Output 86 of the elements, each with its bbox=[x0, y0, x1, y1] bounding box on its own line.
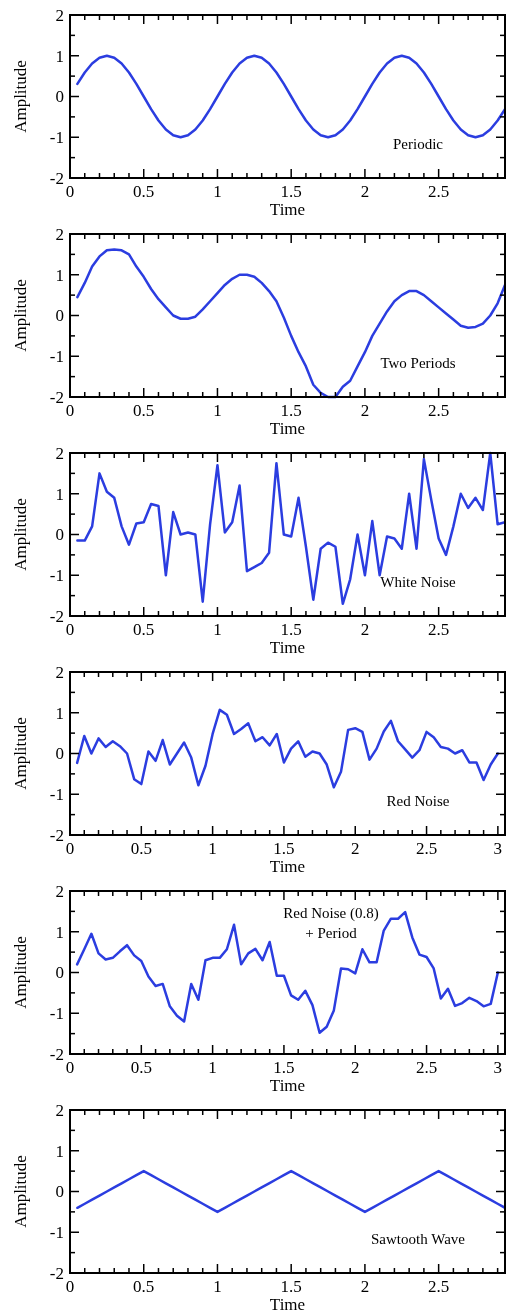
x-tick-label: 2 bbox=[360, 401, 370, 420]
annotation: Periodic bbox=[393, 136, 444, 153]
y-tick-label: 0 bbox=[55, 963, 64, 983]
x-tick-label: 0.5 bbox=[133, 620, 155, 639]
y-tick-label: 2 bbox=[55, 5, 64, 25]
x-tick-label: 0.5 bbox=[130, 839, 152, 858]
x-axis-title: Time bbox=[269, 857, 306, 876]
x-tick-label: 2.5 bbox=[428, 1277, 450, 1296]
y-tick-label: 1 bbox=[55, 484, 64, 504]
y-tick-label: -1 bbox=[49, 785, 64, 805]
y-tick-label: 1 bbox=[55, 703, 64, 723]
x-axis-title: Time bbox=[269, 1295, 306, 1314]
y-tick-label: 2 bbox=[55, 443, 64, 463]
y-axis-title: Amplitude bbox=[11, 936, 30, 1009]
x-tick-label: 1.5 bbox=[280, 401, 302, 420]
x-tick-label: 1 bbox=[213, 620, 222, 639]
x-tick-label: 1 bbox=[213, 182, 222, 201]
y-tick-label: -1 bbox=[49, 347, 64, 367]
y-tick-label: 1 bbox=[55, 46, 64, 66]
y-tick-label: -2 bbox=[49, 1044, 64, 1064]
line-series bbox=[75, 708, 500, 789]
line-series bbox=[76, 1169, 505, 1214]
x-tick-label: 0.5 bbox=[133, 1277, 155, 1296]
annotation: Two Periods bbox=[380, 355, 456, 372]
y-tick-label: 0 bbox=[55, 1182, 64, 1202]
x-tick-label: 2 bbox=[351, 1058, 360, 1077]
x-tick-label: 3 bbox=[493, 839, 503, 858]
y-tick-label: 1 bbox=[55, 1141, 64, 1161]
x-tick-label: 3 bbox=[493, 1058, 503, 1077]
x-tick-label: 1.5 bbox=[280, 1277, 302, 1296]
y-axis-title: Amplitude bbox=[11, 498, 30, 571]
y-tick-label: -2 bbox=[49, 387, 64, 407]
x-tick-label: 2 bbox=[360, 182, 370, 201]
x-tick-label: 1 bbox=[213, 401, 222, 420]
y-tick-label: 1 bbox=[55, 922, 64, 942]
y-tick-label: -2 bbox=[49, 168, 64, 188]
x-tick-label: 1 bbox=[208, 839, 217, 858]
line-series bbox=[76, 451, 505, 606]
x-tick-label: 1 bbox=[213, 1277, 222, 1296]
x-tick-label: 1.5 bbox=[273, 1058, 295, 1077]
line-series bbox=[76, 248, 505, 399]
line-series bbox=[75, 910, 500, 1035]
y-tick-label: -2 bbox=[49, 606, 64, 626]
y-tick-label: -1 bbox=[49, 128, 64, 148]
annotation: Red Noise bbox=[386, 793, 450, 810]
x-axis-title: Time bbox=[269, 1076, 306, 1095]
x-tick-label: 2 bbox=[351, 839, 360, 858]
annotation: Sawtooth Wave bbox=[371, 1231, 466, 1248]
x-tick-label: 2 bbox=[360, 1277, 370, 1296]
y-tick-label: -2 bbox=[49, 825, 64, 845]
y-tick-label: 2 bbox=[55, 1100, 64, 1120]
x-tick-label: 0.5 bbox=[133, 182, 155, 201]
x-tick-label: 2.5 bbox=[428, 620, 450, 639]
x-tick-label: 2.5 bbox=[428, 182, 450, 201]
x-tick-label: 2.5 bbox=[415, 1058, 438, 1077]
x-axis-title: Time bbox=[269, 200, 306, 219]
x-tick-label: 1.5 bbox=[280, 182, 302, 201]
y-tick-label: 0 bbox=[55, 744, 64, 764]
y-tick-label: -1 bbox=[49, 1223, 64, 1243]
y-tick-label: 0 bbox=[55, 525, 64, 545]
x-tick-label: 1 bbox=[208, 1058, 217, 1077]
y-tick-label: 1 bbox=[55, 265, 64, 285]
x-tick-label: 0.5 bbox=[130, 1058, 152, 1077]
y-tick-label: 0 bbox=[55, 306, 64, 326]
x-tick-label: 2.5 bbox=[428, 401, 450, 420]
x-tick-label: 1.5 bbox=[273, 839, 295, 858]
x-axis-title: Time bbox=[269, 638, 306, 657]
line-series bbox=[76, 54, 505, 139]
x-axis-title: Time bbox=[269, 419, 306, 438]
y-tick-label: -1 bbox=[49, 566, 64, 586]
x-tick-label: 2.5 bbox=[415, 839, 438, 858]
y-tick-label: 2 bbox=[55, 662, 64, 682]
y-axis-title: Amplitude bbox=[11, 1155, 30, 1228]
x-tick-label: 0.5 bbox=[133, 401, 155, 420]
y-tick-label: -1 bbox=[49, 1004, 64, 1024]
y-tick-label: 2 bbox=[55, 224, 64, 244]
annotation: Red Noise (0.8) + Period bbox=[283, 904, 379, 941]
y-tick-label: 2 bbox=[55, 881, 64, 901]
annotation: White Noise bbox=[380, 574, 457, 591]
x-tick-label: 1.5 bbox=[280, 620, 302, 639]
x-tick-label: 2 bbox=[360, 620, 370, 639]
y-tick-label: -2 bbox=[49, 1263, 64, 1283]
y-axis-title: Amplitude bbox=[11, 279, 30, 352]
y-axis-title: Amplitude bbox=[11, 717, 30, 790]
y-tick-label: 0 bbox=[55, 87, 64, 107]
y-axis-title: Amplitude bbox=[11, 60, 30, 133]
